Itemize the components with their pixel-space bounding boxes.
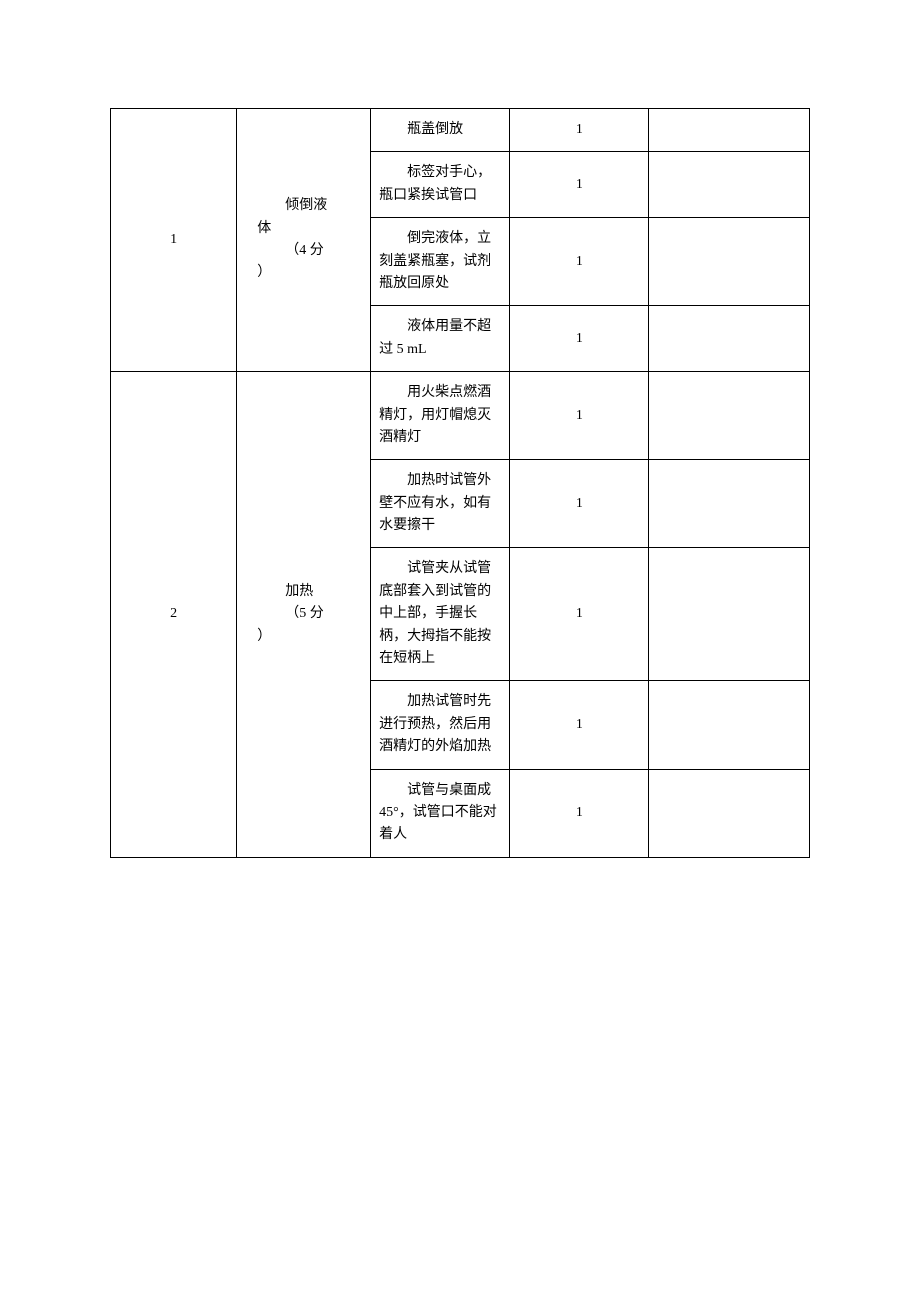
- detail-cell: 加热试管时先进行预热，然后用酒精灯的外焰加热: [371, 681, 510, 769]
- score-value: 1: [576, 496, 583, 511]
- score-value: 1: [576, 254, 583, 269]
- score-value: 1: [576, 177, 583, 192]
- detail-first: 用火柴: [379, 382, 449, 404]
- step-number-cell: 1: [111, 109, 237, 372]
- step-number: 1: [170, 232, 177, 247]
- score-cell: 1: [510, 372, 649, 460]
- score-value: 1: [576, 717, 583, 732]
- score-cell: 1: [510, 218, 649, 306]
- blank-cell: [649, 306, 810, 372]
- score-value: 1: [576, 408, 583, 423]
- step-score-label-end: ）: [257, 629, 271, 644]
- scoring-table: 1 倾倒液 体 （4 分 ） 瓶盖倒放 1 标签对手心，瓶口紧挨试管口 1: [110, 108, 810, 858]
- step-number: 2: [170, 606, 177, 621]
- score-value: 1: [576, 805, 583, 820]
- step-score-label: （5 分: [257, 603, 362, 625]
- score-value: 1: [576, 331, 583, 346]
- detail-cell: 液体用量不超过 5 mL: [371, 306, 510, 372]
- step-name-cell: 加热 （5 分 ）: [237, 372, 371, 858]
- blank-cell: [649, 769, 810, 857]
- detail-cell: 倒完液体，立刻盖紧瓶塞，试剂瓶放回原处: [371, 218, 510, 306]
- blank-cell: [649, 460, 810, 548]
- blank-cell: [649, 372, 810, 460]
- score-cell: 1: [510, 109, 649, 152]
- detail-rest: 放: [449, 122, 463, 137]
- step-number-cell: 2: [111, 372, 237, 858]
- score-cell: 1: [510, 769, 649, 857]
- blank-cell: [649, 218, 810, 306]
- blank-cell: [649, 109, 810, 152]
- score-cell: 1: [510, 460, 649, 548]
- score-cell: 1: [510, 548, 649, 681]
- detail-cell: 用火柴点燃酒精灯，用灯帽熄灭酒精灯: [371, 372, 510, 460]
- step-score-label-end: ）: [257, 265, 271, 280]
- blank-cell: [649, 152, 810, 218]
- table-row: 2 加热 （5 分 ） 用火柴点燃酒精灯，用灯帽熄灭酒精灯 1: [111, 372, 810, 460]
- detail-cell: 瓶盖倒放: [371, 109, 510, 152]
- detail-first: 瓶盖倒: [379, 119, 449, 141]
- blank-cell: [649, 548, 810, 681]
- detail-first: 倒完液: [379, 228, 449, 250]
- detail-first: 试管夹: [379, 558, 449, 580]
- detail-cell: 加热时试管外壁不应有水，如有水要擦干: [371, 460, 510, 548]
- step-name-line: 加热: [257, 581, 362, 603]
- step-name-line: 体: [257, 221, 271, 236]
- detail-cell: 试管与桌面成 45°，试管口不能对着人: [371, 769, 510, 857]
- step-score-label: （4 分: [257, 240, 362, 262]
- score-cell: 1: [510, 681, 649, 769]
- detail-first: 标签对: [379, 162, 449, 184]
- detail-first: 加热试: [379, 691, 449, 713]
- detail-cell: 试管夹从试管底部套入到试管的中上部，手握长柄，大拇指不能按在短柄上: [371, 548, 510, 681]
- detail-first: 加热时: [379, 470, 449, 492]
- step-name-line: 倾倒液: [257, 195, 362, 217]
- detail-cell: 标签对手心，瓶口紧挨试管口: [371, 152, 510, 218]
- score-cell: 1: [510, 152, 649, 218]
- blank-cell: [649, 681, 810, 769]
- table-row: 1 倾倒液 体 （4 分 ） 瓶盖倒放 1: [111, 109, 810, 152]
- score-cell: 1: [510, 306, 649, 372]
- detail-first: 液体用: [379, 316, 449, 338]
- detail-first: 试管与: [379, 780, 449, 802]
- score-value: 1: [576, 606, 583, 621]
- step-name-cell: 倾倒液 体 （4 分 ）: [237, 109, 371, 372]
- score-value: 1: [576, 122, 583, 137]
